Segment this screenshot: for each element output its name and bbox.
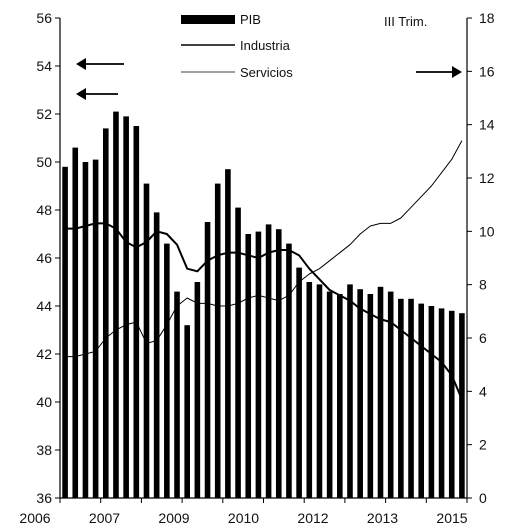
left-tick-label: 38 [36,442,52,458]
axis-arrows [76,58,462,100]
left-tick-label: 40 [36,394,52,410]
right-tick-label: 18 [479,10,495,26]
right-tick-label: 14 [479,117,495,133]
right-arrow-head [452,66,462,78]
pib-bar [418,303,425,498]
left-tick-label: 54 [36,58,52,74]
pib-bar [275,229,282,498]
pib-bar [357,289,363,498]
industria-line [65,222,463,400]
pib-bar [113,111,119,498]
pib-bar [194,282,201,498]
left-arrow-2-head [76,88,86,100]
left-tick-label: 50 [36,154,52,170]
left-arrow-1-head [76,58,86,70]
right-tick-label: 8 [479,277,487,293]
pib-bar [438,308,445,498]
legend-label-pib: PIB [240,12,261,27]
x-tick-label: 2006 [19,510,50,526]
x-tick-label: 2015 [436,510,467,526]
legend-label-industria: Industria [240,38,291,53]
pib-bar [367,294,374,498]
pib-bars [62,111,465,499]
x-tick-label: 2010 [228,510,259,526]
pib-bar [143,183,150,498]
right-tick-label: 0 [479,490,487,506]
pib-bar [133,126,140,498]
pib-bar [245,234,252,498]
left-tick-label: 42 [36,346,52,362]
annotation-label: III Trim. [384,14,427,29]
pib-bar [204,222,211,498]
legend: PIB Industria Servicios [181,12,293,80]
pib-bar [408,298,414,498]
servicios-line [65,140,463,358]
right-tick-label: 4 [479,383,487,399]
pib-bar [255,231,262,498]
left-tick-label: 36 [36,490,52,506]
right-tick-label: 16 [479,63,495,79]
x-tick-label: 2009 [158,510,189,526]
pib-bar [235,207,241,498]
pib-bar [398,298,404,498]
axes: 3638404244464850525456024681012141618200… [19,10,494,526]
pib-bar [326,291,333,498]
left-tick-label: 56 [36,10,52,26]
pib-bar [214,183,221,498]
x-tick-label: 2007 [89,510,120,526]
pib-bar [153,212,160,498]
x-tick-label: 2013 [367,510,398,526]
line-series [65,140,463,400]
right-tick-label: 2 [479,437,487,453]
pib-bar [62,166,68,499]
pib-bar [174,291,180,498]
right-tick-label: 12 [479,170,495,186]
pib-bar [316,284,323,498]
pib-bar [286,243,292,498]
pib-bar [428,306,435,498]
left-tick-label: 44 [36,298,52,314]
pib-bar [387,291,394,498]
pib-bar [459,313,465,498]
pib-bar [82,162,89,498]
pib-bar [184,325,190,498]
pib-bar [92,159,99,498]
pib-bar [123,116,129,499]
pib-bar [377,286,384,498]
x-tick-label: 2012 [297,510,328,526]
pib-bar [296,267,302,498]
left-tick-label: 48 [36,202,52,218]
right-tick-label: 10 [479,223,495,239]
pib-bar [265,224,272,498]
pib-bar [225,169,231,498]
pib-bar [347,284,353,498]
pib-bar [337,294,343,498]
right-tick-label: 6 [479,330,487,346]
pib-bar [72,147,79,498]
legend-label-servicios: Servicios [240,65,293,80]
left-tick-label: 52 [36,106,52,122]
pib-bar [448,310,455,498]
pib-bar [164,243,170,498]
pib-bar [102,128,109,498]
left-tick-label: 46 [36,250,52,266]
pib-bar [306,282,313,498]
legend-swatch-pib [181,15,235,24]
